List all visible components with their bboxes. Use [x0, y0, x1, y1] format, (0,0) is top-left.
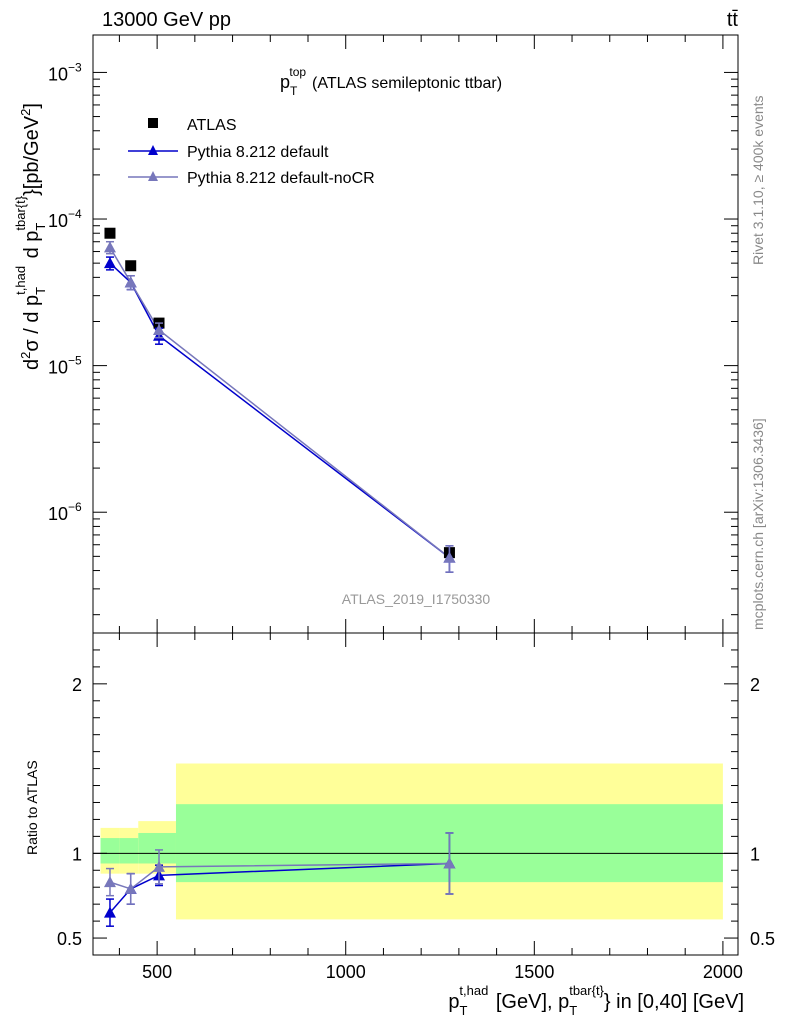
legend-marker-atlas [148, 118, 158, 128]
ylabel-sigma: σ / d p [21, 295, 43, 352]
legend-label-default: Pythia 8.212 default [187, 144, 329, 161]
plot-title-rest: (ATLAS semileptonic ttbar) [312, 75, 502, 92]
main-series-layer [103, 227, 456, 573]
plot-title-sub: T [290, 84, 298, 98]
plot-title: pTtop (ATLAS semileptonic ttbar) [280, 65, 502, 98]
main-y-tick-label: 10−5 [48, 354, 82, 378]
main-y-tick-label: 10−4 [48, 207, 82, 231]
ratio-y-tick-label-left: 0.5 [57, 929, 82, 949]
ratio-panel: 0.5 0.5 1 1 2 2 500 1000 1500 2000 Ratio to ATLAS… [24, 632, 775, 1018]
ratio-band-inner [119, 838, 139, 864]
ylabel-sup-tbar: tbar{t} [13, 195, 28, 230]
main-axis-ticks: 10−310−410−510−6 [48, 35, 738, 633]
ratio-point-pythia-default [103, 906, 116, 918]
ratio-point-pythia-nocr [443, 857, 456, 869]
main-series-line [109, 247, 450, 559]
xlabel-range: } in [0,40] [GeV] [604, 991, 744, 1013]
ratio-band-inner [138, 832, 176, 864]
header-process-label: tt̄ [727, 9, 739, 31]
ylabel-units-close: ] [21, 103, 43, 109]
plot-title-main: p [280, 72, 290, 92]
main-panel: 10−310−410−510−6 pTtop(ATLAS semileptoni… [13, 34, 739, 634]
main-point-pythia-default [103, 257, 116, 269]
main-y-tick-label: 10−6 [48, 500, 82, 524]
ylabel-sub-t2: T [33, 223, 48, 231]
legend: ATLAS Pythia 8.212 default Pythia 8.212 … [128, 117, 375, 187]
ratio-point-pythia-nocr [124, 882, 137, 894]
ratio-axis-ticks: 0.5 0.5 1 1 2 2 500 1000 1500 2000 [57, 632, 775, 982]
plot-title-sup: top [289, 65, 306, 79]
ratio-y-tick-label-right: 0.5 [750, 929, 775, 949]
ratio-x-tick-label: 1500 [514, 962, 554, 982]
ylabel-units: }[pb/GeV [21, 115, 43, 196]
ratio-series-layer [103, 832, 456, 927]
main-point-pythia-nocr [124, 276, 137, 288]
xlabel-sub-t2: T [569, 1003, 577, 1018]
ylabel-sup2: 2 [18, 352, 33, 359]
mcplots-label: mcplots.cern.ch [arXiv:1306.3436] [750, 418, 766, 630]
ylabel-sub-t1: T [33, 287, 48, 295]
main-y-tick-exponent: −4 [68, 207, 82, 221]
xlabel-sup-thad: t,had [459, 983, 488, 998]
legend-label-nocr: Pythia 8.212 default-noCR [187, 170, 375, 187]
ratio-y-tick-label-left: 2 [72, 675, 82, 695]
main-point-pythia-nocr [443, 551, 456, 563]
main-y-tick-exponent: −3 [68, 60, 82, 74]
ratio-y-tick-label-left: 1 [72, 844, 82, 864]
legend-label-atlas: ATLAS [187, 117, 237, 134]
main-point-pythia-nocr [153, 323, 166, 335]
rivet-version-label: Rivet 3.1.10, ≥ 400k events [750, 95, 766, 265]
main-y-tick-mantissa: 10 [48, 504, 68, 524]
ylabel-d2sigma: d [21, 359, 43, 370]
ylabel-sup-thad: t,had [13, 266, 28, 295]
ratio-point-pythia-nocr [103, 876, 116, 888]
header-collision-label: 13000 GeV pp [102, 9, 231, 31]
ratio-x-tick-label: 2000 [703, 962, 743, 982]
ratio-x-tick-label: 1000 [326, 962, 366, 982]
main-y-tick-mantissa: 10 [48, 211, 68, 231]
ratio-point-pythia-nocr [153, 860, 166, 872]
main-series-line [109, 262, 450, 559]
ylabel-units-sup: 2 [18, 109, 33, 116]
main-y-axis-label: d2σ / d pTt,had d pTtbar{t}}[pb/GeV2] [13, 103, 48, 370]
main-y-tick-mantissa: 10 [48, 358, 68, 378]
main-point-pythia-nocr [103, 241, 116, 253]
ratio-x-tick-label: 500 [142, 962, 172, 982]
xlabel-sub-t1: T [459, 1003, 467, 1018]
main-y-tick-exponent: −5 [68, 354, 82, 368]
main-data-point-atlas [125, 260, 137, 272]
ratio-panel-frame [92, 632, 739, 956]
analysis-watermark: ATLAS_2019_I1750330 [342, 591, 491, 607]
ylabel-d-pt2: d p [21, 231, 43, 264]
main-y-tick-mantissa: 10 [48, 64, 68, 84]
legend-marker-default [148, 145, 158, 155]
main-data-point-atlas [104, 227, 116, 239]
ratio-band-inner [100, 838, 120, 864]
svg-text:d2σ / d pTt,had d pTtbar{t}}: d2σ / d pTt,had d pTtbar{t}}[pb/GeV2] [13, 103, 48, 370]
main-y-tick-label: 10−3 [48, 60, 82, 84]
ratio-series-line [109, 862, 450, 890]
xlabel-gev1: [GeV], p [490, 991, 569, 1013]
xlabel-sup-tbar: tbar{t} [569, 983, 604, 998]
ratio-uncertainty-bands [100, 763, 723, 920]
xlabel-p1: p [448, 991, 459, 1013]
ratio-y-tick-label-right: 2 [750, 675, 760, 695]
legend-marker-nocr [148, 171, 158, 181]
ratio-y-axis-label: Ratio to ATLAS [24, 760, 40, 855]
ratio-y-tick-label-right: 1 [750, 844, 760, 864]
x-axis-label: pTt,had [GeV], pTtbar{t}} in [0,40] [GeV… [448, 983, 744, 1018]
main-y-tick-exponent: −6 [68, 500, 82, 514]
ratio-series-line [109, 862, 450, 914]
